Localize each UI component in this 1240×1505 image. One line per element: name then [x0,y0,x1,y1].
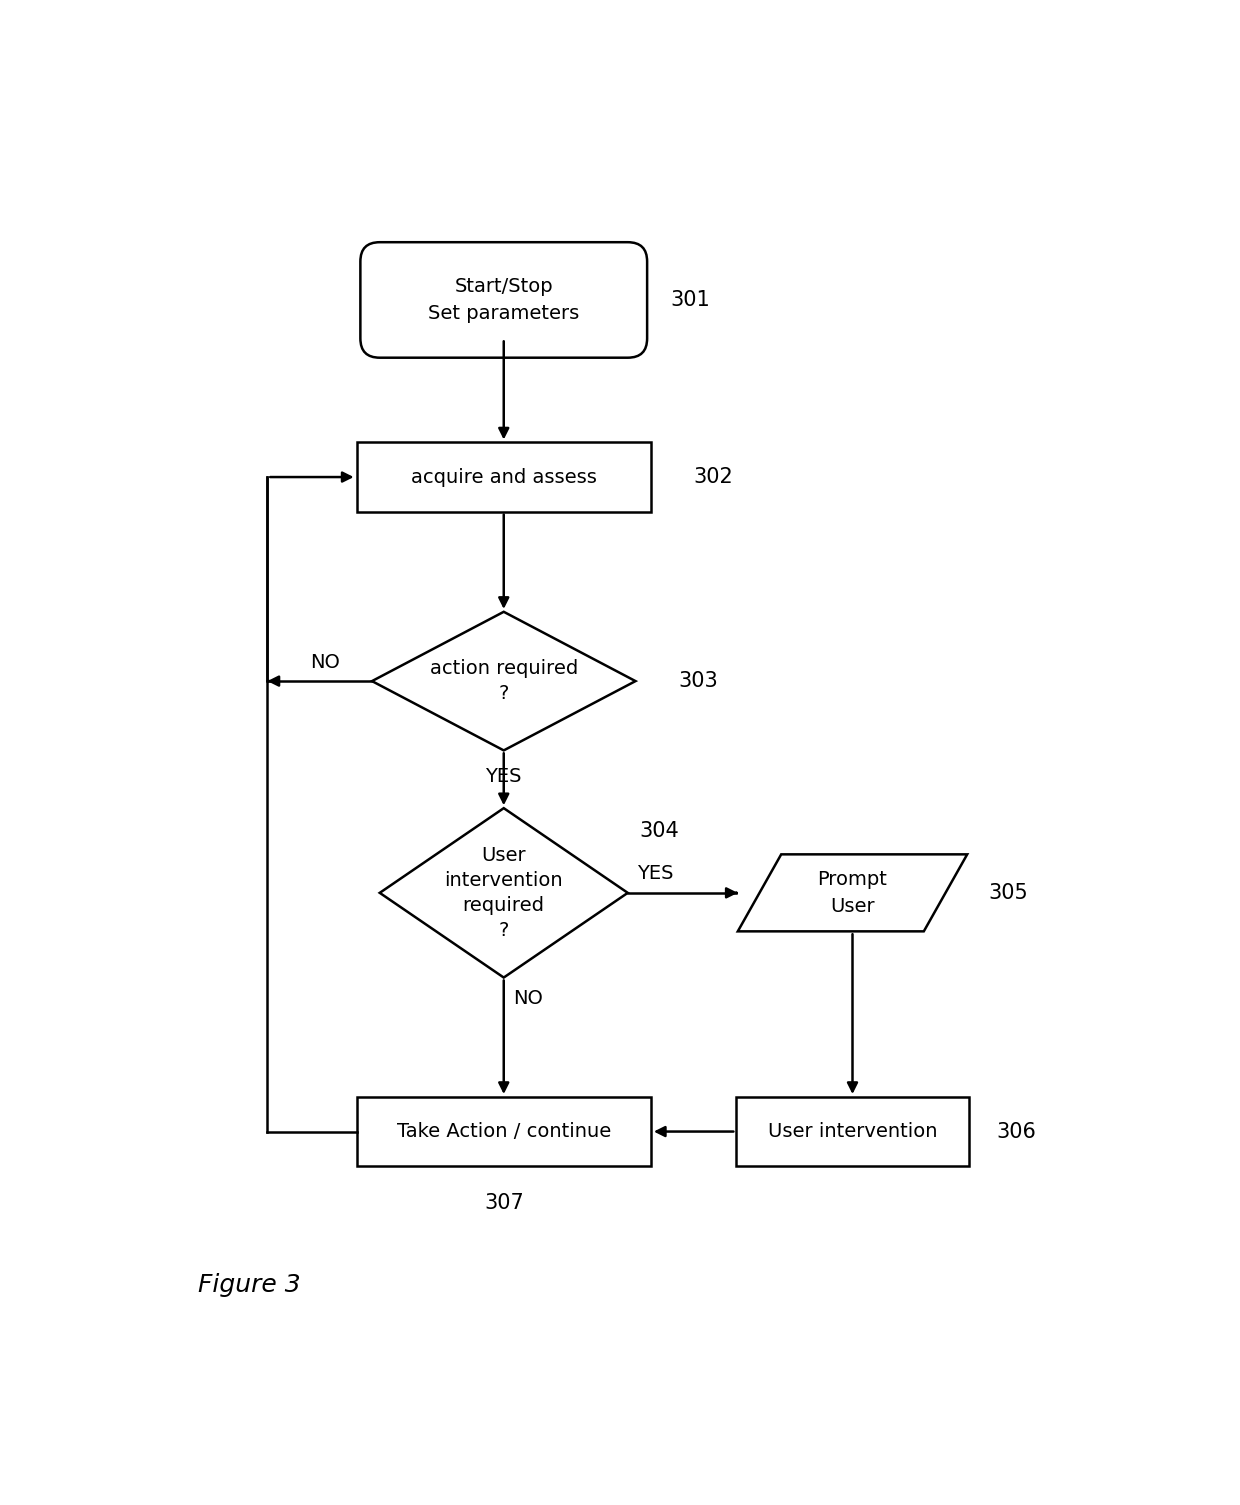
Text: 307: 307 [484,1193,523,1213]
Text: 301: 301 [671,290,711,310]
Text: User
intervention
required
?: User intervention required ? [444,846,563,939]
Text: YES: YES [637,864,673,883]
Text: 304: 304 [640,822,680,841]
Text: User intervention: User intervention [768,1123,937,1141]
Text: NO: NO [310,653,340,671]
Text: NO: NO [513,989,543,1008]
Text: 306: 306 [996,1121,1035,1142]
Text: Figure 3: Figure 3 [197,1273,300,1297]
Text: action required
?: action required ? [429,659,578,703]
Text: acquire and assess: acquire and assess [410,468,596,486]
Text: Take Action / continue: Take Action / continue [397,1123,611,1141]
Polygon shape [738,855,967,932]
Bar [357,442,651,512]
Text: 305: 305 [988,883,1028,903]
Bar [737,1097,968,1166]
Text: Prompt
User: Prompt User [817,870,888,915]
Text: YES: YES [486,768,522,786]
Text: Start/Stop
Set parameters: Start/Stop Set parameters [428,277,579,322]
Bar [357,1097,651,1166]
Polygon shape [379,808,627,978]
Text: 303: 303 [678,671,718,691]
Text: 302: 302 [693,467,733,488]
FancyBboxPatch shape [361,242,647,358]
Polygon shape [372,613,635,751]
